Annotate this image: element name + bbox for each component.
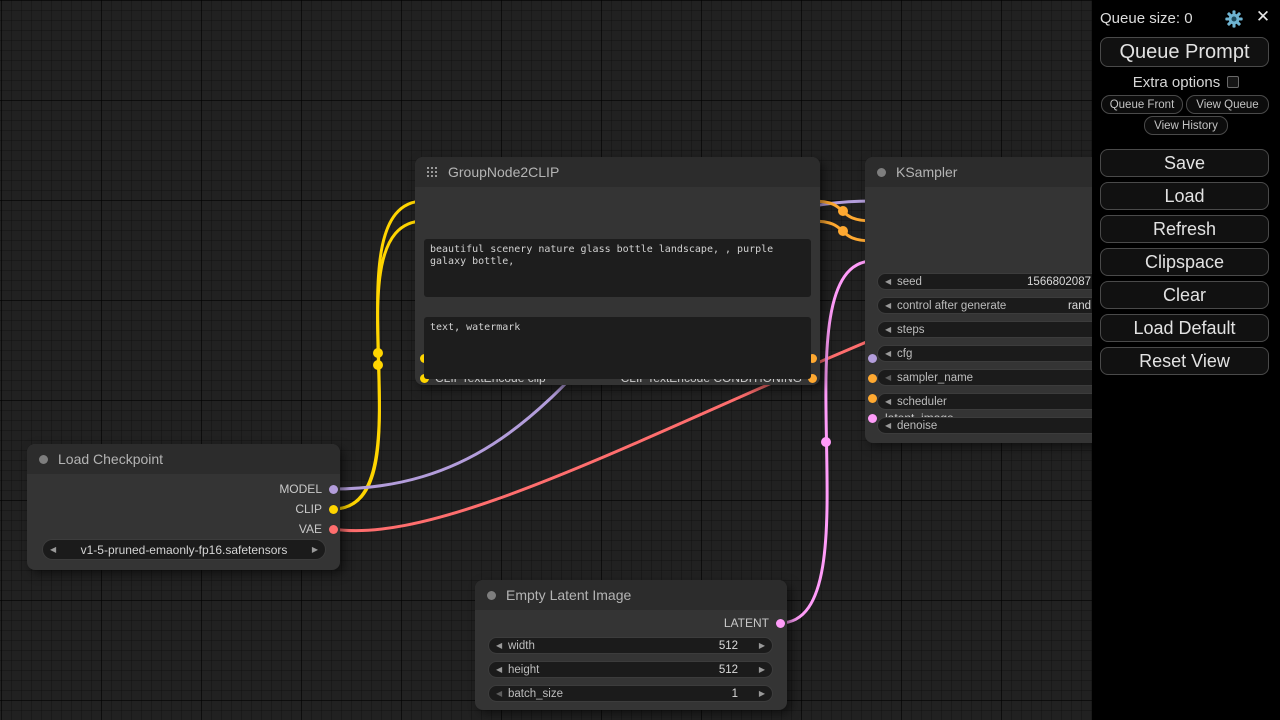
node-empty-latent-titlebar[interactable]: Empty Latent Image — [475, 580, 787, 610]
output-slot-label: VAE — [298, 522, 322, 536]
link-dot — [373, 348, 383, 358]
increment-arrow-icon[interactable]: ▶ — [758, 664, 765, 674]
increment-arrow-icon[interactable]: ▶ — [758, 640, 765, 650]
node-title: KSampler — [896, 164, 958, 180]
width-widget[interactable]: ◀ width 512 ▶ — [488, 637, 773, 654]
latent-input-port[interactable] — [868, 414, 877, 423]
widget-value: 1566802087 — [1027, 275, 1091, 288]
positive-input-port[interactable] — [868, 374, 877, 383]
node-empty-latent-image[interactable]: Empty Latent Image LATENT ◀ width 512 ▶ … — [475, 580, 787, 710]
widget-label: seed — [897, 275, 922, 288]
view-history-button[interactable]: View History — [1144, 116, 1228, 135]
link-dot — [838, 206, 848, 216]
widget-value: 512 — [718, 639, 738, 652]
cfg-widget[interactable]: ◀ cfg — [877, 345, 1153, 362]
steps-widget[interactable]: ◀ steps — [877, 321, 1153, 338]
decrement-arrow-icon[interactable]: ◀ — [885, 324, 892, 334]
widget-label: width — [508, 639, 535, 652]
output-slot-label: CLIP — [295, 502, 322, 516]
denoise-widget[interactable]: ◀ denoise — [877, 417, 1153, 434]
settings-gear-icon[interactable] — [1225, 10, 1243, 28]
height-widget[interactable]: ◀ height 512 ▶ — [488, 661, 773, 678]
widget-value: v1-5-pruned-emaonly-fp16.safetensors — [80, 542, 288, 557]
load-default-button[interactable]: Load Default — [1100, 314, 1269, 342]
widget-value: 1 — [731, 687, 738, 700]
decrement-arrow-icon[interactable]: ◀ — [885, 420, 892, 430]
decrement-arrow-icon[interactable]: ◀ — [885, 396, 892, 406]
decrement-arrow-icon[interactable]: ◀ — [496, 640, 503, 650]
clear-button[interactable]: Clear — [1100, 281, 1269, 309]
decrement-arrow-icon[interactable]: ◀ — [885, 372, 892, 382]
extra-options-label: Extra options — [1132, 74, 1221, 91]
node-load-checkpoint[interactable]: Load Checkpoint MODEL CLIP VAE ◀ v1-5-pr… — [27, 444, 340, 570]
sampler-name-widget[interactable]: ◀ sampler_name — [877, 369, 1153, 386]
decrement-arrow-icon[interactable]: ◀ — [885, 300, 892, 310]
negative-input-port[interactable] — [868, 394, 877, 403]
seed-widget[interactable]: ◀ seed 1566802087 — [877, 273, 1153, 290]
clip-output-port[interactable] — [329, 505, 338, 514]
output-slot-label: LATENT — [723, 616, 769, 630]
link-dot — [373, 360, 383, 370]
scheduler-widget[interactable]: ◀ scheduler — [877, 393, 1153, 410]
output-slot-label: MODEL — [279, 482, 322, 496]
node-groupnode2clip-titlebar[interactable]: GroupNode2CLIP — [415, 157, 820, 187]
node-status-dot — [487, 590, 496, 600]
negative-prompt-textarea[interactable]: text, watermark — [424, 317, 811, 379]
ckpt-name-widget[interactable]: ◀ v1-5-pruned-emaonly-fp16.safetensors ▶ — [42, 539, 326, 560]
widget-label: steps — [897, 323, 925, 336]
view-queue-button[interactable]: View Queue — [1186, 95, 1269, 114]
batch-size-widget[interactable]: ◀ batch_size 1 ▶ — [488, 685, 773, 702]
close-icon[interactable]: ✕ — [1255, 7, 1271, 26]
queue-prompt-button[interactable]: Queue Prompt — [1100, 37, 1269, 67]
increment-arrow-icon[interactable]: ▶ — [758, 688, 765, 698]
clipspace-button[interactable]: Clipspace — [1100, 248, 1269, 276]
decrement-arrow-icon[interactable]: ◀ — [885, 276, 892, 286]
node-groupnode2clip[interactable]: GroupNode2CLIP clip CONDITIONING CLIPTex… — [415, 157, 820, 385]
extra-options-checkbox[interactable] — [1227, 76, 1240, 88]
widget-label: control after generate — [897, 299, 1007, 312]
node-title: Load Checkpoint — [58, 451, 164, 467]
queue-size-label: Queue size: 0 — [1100, 10, 1193, 27]
widget-label: scheduler — [897, 395, 947, 408]
refresh-button[interactable]: Refresh — [1100, 215, 1269, 243]
node-status-dot — [39, 454, 48, 464]
queue-front-button[interactable]: Queue Front — [1101, 95, 1183, 114]
node-status-dot — [877, 167, 886, 177]
widget-label: batch_size — [508, 687, 563, 700]
widget-label: height — [508, 663, 540, 676]
node-load-checkpoint-titlebar[interactable]: Load Checkpoint — [27, 444, 340, 474]
conditioning-output-port[interactable] — [808, 354, 817, 363]
widget-value: 512 — [718, 663, 738, 676]
model-output-port[interactable] — [329, 485, 338, 494]
control-after-generate-widget[interactable]: ◀ control after generate rand — [877, 297, 1153, 314]
increment-arrow-icon[interactable]: ▶ — [311, 544, 318, 554]
comfy-menu-panel: Queue size: 0 Queue Prompt Extra options… — [1092, 0, 1280, 720]
decrement-arrow-icon[interactable]: ◀ — [496, 664, 503, 674]
widget-label: cfg — [897, 347, 913, 360]
link-dot — [821, 437, 831, 447]
node-title: Empty Latent Image — [506, 587, 632, 603]
model-input-port[interactable] — [868, 354, 877, 363]
positive-prompt-textarea[interactable]: beautiful scenery nature glass bottle la… — [424, 239, 811, 297]
widget-value: rand — [1067, 299, 1091, 312]
groupnode-grid-icon — [427, 167, 437, 177]
decrement-arrow-icon[interactable]: ◀ — [885, 348, 892, 358]
node-title: GroupNode2CLIP — [448, 164, 560, 180]
link-dot — [838, 226, 848, 236]
load-button[interactable]: Load — [1100, 182, 1269, 210]
decrement-arrow-icon[interactable]: ◀ — [496, 688, 503, 698]
latent-output-port[interactable] — [776, 619, 785, 628]
widget-label: sampler_name — [897, 371, 974, 384]
save-button[interactable]: Save — [1100, 149, 1269, 177]
vae-output-port[interactable] — [329, 525, 338, 534]
widget-label: denoise — [897, 419, 938, 432]
conditioning-output-port[interactable] — [808, 374, 817, 383]
reset-view-button[interactable]: Reset View — [1100, 347, 1269, 375]
decrement-arrow-icon[interactable]: ◀ — [50, 544, 57, 554]
